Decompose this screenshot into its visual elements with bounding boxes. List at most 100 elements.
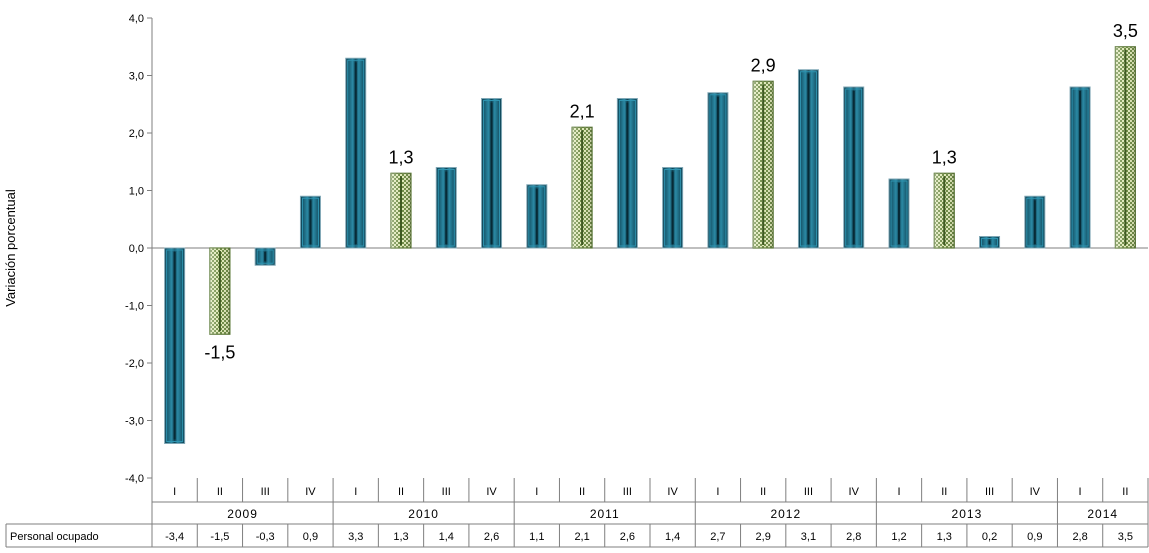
category-label: I (354, 486, 357, 498)
table-value: 0,9 (303, 531, 318, 543)
table-value: 3,3 (348, 531, 363, 543)
category-label: III (442, 486, 451, 498)
bar-bevel (166, 249, 184, 442)
table-value: 2,8 (846, 531, 861, 543)
bar (979, 236, 1001, 249)
category-label: II (579, 486, 585, 498)
y-tick-label: -4,0 (125, 473, 144, 485)
bar (933, 172, 955, 249)
bar-bevel (528, 186, 546, 247)
category-label: IV (486, 486, 497, 498)
bar (1114, 46, 1136, 249)
category-label: II (398, 486, 404, 498)
category-label: II (1122, 486, 1128, 498)
category-label: I (535, 486, 538, 498)
category-label: I (1079, 486, 1082, 498)
table-value: 1,2 (891, 531, 906, 543)
bar (299, 195, 321, 249)
table-value: -1,5 (210, 531, 229, 543)
data-label: 1,3 (932, 147, 957, 167)
table-value: -0,3 (256, 531, 275, 543)
bar (526, 184, 548, 249)
bar-bevel (301, 197, 319, 247)
category-label: II (941, 486, 947, 498)
year-label: 2009 (227, 507, 258, 521)
bar (481, 98, 503, 249)
year-label: 2012 (770, 507, 801, 521)
y-axis-label: Variación porcentual (3, 189, 18, 307)
table-value: 2,7 (710, 531, 725, 543)
data-label: 2,9 (751, 55, 776, 75)
year-label: 2010 (408, 507, 439, 521)
bar (435, 167, 457, 249)
bar-bevel (437, 169, 455, 247)
table-value: 1,3 (393, 531, 408, 543)
year-label: 2014 (1087, 507, 1118, 521)
table-value: 2,8 (1072, 531, 1087, 543)
bar (345, 57, 367, 249)
bar-bevel (1071, 88, 1089, 247)
category-label: IV (305, 486, 316, 498)
bar-bevel (347, 59, 365, 247)
table-value: 1,1 (529, 531, 544, 543)
bar (752, 80, 774, 249)
y-tick-label: 2,0 (129, 128, 144, 140)
bar-bevel (890, 180, 908, 247)
table-value: -3,4 (165, 531, 184, 543)
category-label: IV (849, 486, 860, 498)
category-label: III (985, 486, 994, 498)
bar-bevel (845, 88, 863, 247)
table-value: 0,9 (1027, 531, 1042, 543)
category-label: I (173, 486, 176, 498)
bar-bevel (256, 249, 274, 264)
bar (209, 247, 231, 335)
year-label: 2011 (590, 507, 620, 521)
table-value: 2,6 (484, 531, 499, 543)
bar (1069, 86, 1091, 249)
table-value: 1,3 (937, 531, 952, 543)
bar-bevel (483, 100, 501, 247)
bar-bevel (664, 169, 682, 247)
y-tick-label: -3,0 (125, 416, 144, 428)
y-tick-label: -1,0 (125, 301, 144, 313)
bar (707, 92, 729, 249)
bar (797, 69, 819, 249)
bar (888, 178, 910, 249)
data-label: 2,1 (570, 101, 595, 121)
y-tick-label: 3,0 (129, 71, 144, 83)
y-tick-label: 4,0 (129, 13, 144, 25)
bar (1024, 195, 1046, 249)
category-label: IV (1030, 486, 1041, 498)
bar (164, 247, 186, 444)
category-label: I (897, 486, 900, 498)
category-label: II (217, 486, 223, 498)
bar (662, 167, 684, 249)
bar (843, 86, 865, 249)
bar (616, 98, 638, 249)
bar-bevel (981, 238, 999, 247)
table-value: 2,9 (756, 531, 771, 543)
data-label: -1,5 (204, 342, 235, 362)
table-value: 3,5 (1118, 531, 1133, 543)
series-name: Personal ocupado (10, 531, 99, 543)
table-value: 1,4 (439, 531, 454, 543)
bar (571, 126, 593, 249)
bar-bevel (1026, 197, 1044, 247)
category-label: IV (667, 486, 678, 498)
bar (390, 172, 412, 249)
bar (254, 247, 276, 266)
y-tick-label: -2,0 (125, 358, 144, 370)
y-tick-label: 1,0 (129, 186, 144, 198)
category-label: III (804, 486, 813, 498)
data-label: 1,3 (388, 147, 413, 167)
category-label: II (760, 486, 766, 498)
year-label: 2013 (952, 507, 983, 521)
data-labels-group: -1,5 1,3 2,1 2,9 1,3 3,5 (204, 21, 1137, 363)
data-table: I II III IV I II III IV I II III IV I II III IV I II III IV… (5, 478, 1149, 548)
category-label: III (261, 486, 270, 498)
bar-bevel (618, 100, 636, 247)
bars-group (164, 46, 1136, 444)
category-label: III (623, 486, 632, 498)
category-label: I (716, 486, 719, 498)
